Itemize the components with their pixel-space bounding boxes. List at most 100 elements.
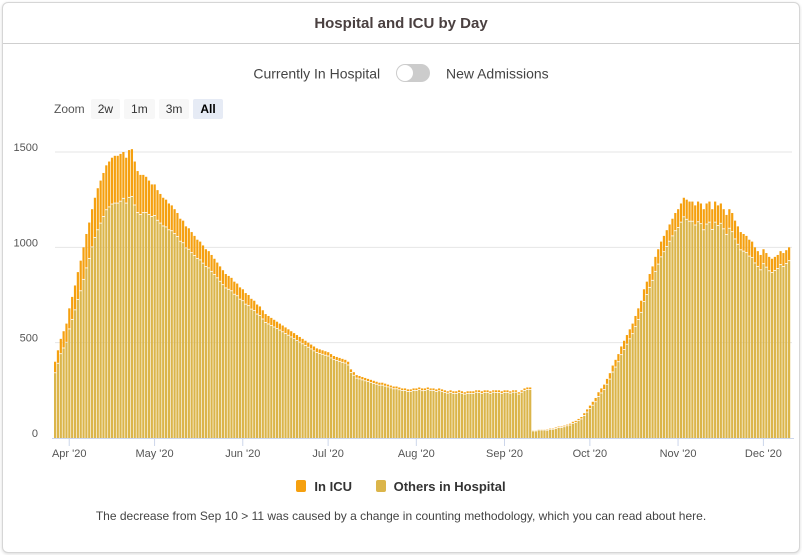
- y-tick-label: 0: [32, 428, 38, 440]
- legend-item-others[interactable]: Others in Hospital: [375, 479, 506, 494]
- x-tick-label: Dec '20: [745, 448, 782, 460]
- others-bar: [261, 319, 264, 438]
- zoom-all-button[interactable]: All: [193, 99, 223, 119]
- others-bar: [196, 258, 199, 438]
- icu-bar: [349, 369, 353, 372]
- icu-bar: [418, 387, 421, 390]
- icu-bar: [577, 418, 580, 421]
- others-bar: [779, 264, 782, 438]
- icu-bar: [648, 274, 651, 287]
- icu-bar: [295, 335, 299, 340]
- others-bar: [475, 392, 478, 438]
- note-link-here[interactable]: here: [678, 509, 703, 523]
- others-bar: [631, 334, 634, 438]
- icu-bar: [426, 387, 429, 390]
- icu-bar: [679, 203, 683, 222]
- icu-bar: [273, 319, 276, 327]
- icu-bar: [472, 391, 475, 393]
- icu-bar: [714, 201, 717, 222]
- others-bar: [426, 389, 429, 438]
- zoom-1m-button[interactable]: 1m: [124, 99, 155, 119]
- others-bar: [714, 222, 717, 438]
- icu-bar: [460, 391, 464, 393]
- icu-bar: [674, 213, 677, 231]
- icu-bar: [219, 266, 222, 281]
- icu-bar: [159, 193, 162, 223]
- others-bar: [645, 295, 648, 438]
- icu-bar: [102, 172, 105, 217]
- icu-bar: [608, 373, 611, 379]
- others-bar: [267, 324, 270, 438]
- others-bar: [679, 222, 683, 438]
- others-bar: [765, 267, 768, 438]
- others-bar: [520, 392, 523, 438]
- others-bar: [503, 392, 506, 438]
- icu-bar: [503, 390, 506, 393]
- others-bar: [702, 230, 705, 438]
- legend-icu-label: In ICU: [314, 479, 352, 494]
- others-bar: [429, 390, 432, 438]
- zoom-controls: Zoom 2w 1m 3m All: [54, 99, 223, 119]
- zoom-2w-button[interactable]: 2w: [90, 99, 121, 119]
- others-bar: [770, 272, 774, 438]
- icu-bar: [238, 287, 242, 299]
- others-bar: [677, 227, 680, 438]
- legend: In ICU Others in Hospital: [0, 479, 802, 494]
- icu-bar: [597, 392, 600, 397]
- zoom-3m-button[interactable]: 3m: [158, 99, 190, 119]
- others-bar: [500, 393, 503, 438]
- icu-bar: [651, 266, 654, 280]
- legend-item-icu[interactable]: In ICU: [296, 479, 352, 494]
- icu-bar: [600, 388, 603, 393]
- icu-bar: [736, 226, 739, 244]
- currently-in-hospital-label[interactable]: Currently In Hospital: [253, 65, 381, 82]
- icu-bar: [398, 387, 401, 390]
- icu-bar: [182, 220, 185, 243]
- icu-bar: [375, 381, 378, 384]
- icu-bar: [773, 256, 776, 271]
- icu-bar: [563, 425, 566, 427]
- icu-bar: [162, 197, 165, 226]
- icu-bar: [179, 218, 182, 241]
- icu-bar: [574, 420, 577, 422]
- icu-bar: [480, 391, 483, 393]
- view-toggle-switch[interactable]: [396, 64, 431, 83]
- others-bar: [728, 228, 731, 438]
- others-bar: [773, 270, 776, 438]
- others-bar: [449, 392, 452, 438]
- icu-bar: [489, 391, 492, 393]
- new-admissions-label[interactable]: New Admissions: [445, 65, 549, 82]
- icu-bar: [221, 270, 225, 285]
- icu-bar: [625, 335, 629, 344]
- others-bar: [324, 355, 327, 438]
- icu-bar: [386, 384, 390, 387]
- icu-bar: [603, 384, 606, 390]
- icu-bar: [731, 213, 734, 232]
- icu-bar: [560, 426, 563, 428]
- icu-bar: [645, 281, 648, 295]
- others-bar: [392, 389, 395, 438]
- icu-bar: [352, 372, 355, 375]
- others-bar: [210, 271, 213, 438]
- icu-bar: [529, 387, 532, 390]
- icu-bar: [62, 331, 65, 348]
- others-bar: [452, 393, 455, 438]
- icu-bar: [88, 222, 91, 258]
- others-bar: [241, 301, 244, 438]
- icu-bar: [463, 392, 466, 394]
- others-bar: [76, 299, 79, 438]
- icu-bar: [110, 157, 114, 204]
- zoom-label: Zoom: [54, 102, 85, 116]
- icu-bar: [96, 188, 99, 230]
- icu-bar: [270, 317, 273, 326]
- icu-bar: [788, 247, 791, 261]
- icu-bar: [705, 203, 708, 224]
- others-swatch-icon: [375, 480, 386, 492]
- icu-bar: [196, 239, 199, 258]
- icu-bar: [554, 427, 557, 429]
- others-bar: [574, 422, 577, 438]
- icu-bar: [255, 304, 259, 314]
- others-bar: [466, 393, 469, 438]
- others-bar: [384, 386, 387, 438]
- others-bar: [719, 223, 722, 438]
